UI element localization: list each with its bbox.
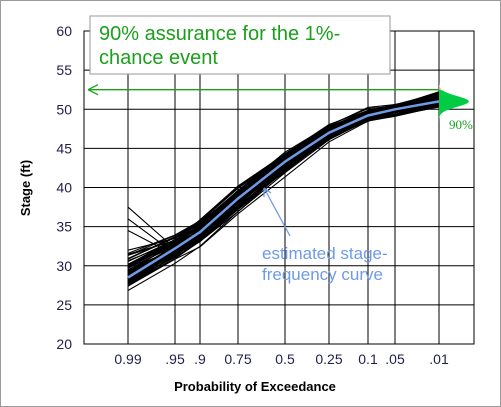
assurance-callout-text: 90% assurance for the 1%- chance event [99,23,346,69]
y-tick-labels: 20 25 30 35 40 45 50 55 60 [56,23,72,352]
assurance-percent-label: 90% [449,117,473,132]
realization-curve [127,103,440,283]
y-tick-label: 45 [56,140,72,156]
x-tick-labels: 0.99 .95 .9 0.75 0.5 0.25 0.1 .05 .01 [114,351,449,367]
estimated-curve-layer [127,100,440,279]
x-tick-label: .05 [385,351,405,367]
realization-curve [127,98,440,268]
x-tick-label: 0.25 [315,351,342,367]
realization-curve [127,105,440,287]
x-tick-label: .9 [194,351,206,367]
realization-curve [127,104,440,285]
x-axis-label: Probability of Exceedance [174,379,336,394]
y-tick-label: 40 [56,180,72,196]
x-tick-label: .95 [165,351,185,367]
estimated-curve [127,100,440,279]
assurance-callout-line-1: 90% assurance for the 1%- [99,23,340,45]
x-tick-label: 0.5 [275,351,295,367]
x-tick-label: 0.75 [224,351,251,367]
assurance-callout-line-2: chance event [99,47,218,69]
y-tick-label: 30 [56,258,72,274]
y-axis-label: Stage (ft) [18,160,33,216]
assurance-tail [439,46,442,90]
assurance-distribution: 90% [87,46,473,132]
y-tick-label: 55 [56,62,72,78]
annotations-layer: 90% assurance for the 1%- chance event e… [89,15,392,284]
y-tick-label: 50 [56,101,72,117]
y-tick-label: 60 [56,23,72,39]
curve-label-line-2: frequency curve [262,265,383,284]
curve-label-pointer-head [263,187,272,197]
x-tick-label: 0.1 [358,351,378,367]
y-tick-label: 20 [56,336,72,352]
curve-label-text: estimated stage- frequency curve [262,244,392,284]
assurance-callout-box [89,15,391,75]
grid-lines [84,30,474,345]
y-tick-label: 25 [56,297,72,313]
assurance-arrow-head [87,84,99,96]
curve-label-line-1: estimated stage- [262,244,388,263]
curve-label-pointer [263,187,291,237]
realization-curve [127,98,440,281]
x-tick-label: 0.99 [114,351,141,367]
x-tick-label: .01 [429,351,449,367]
y-tick-label: 35 [56,219,72,235]
assurance-fill [439,89,469,127]
